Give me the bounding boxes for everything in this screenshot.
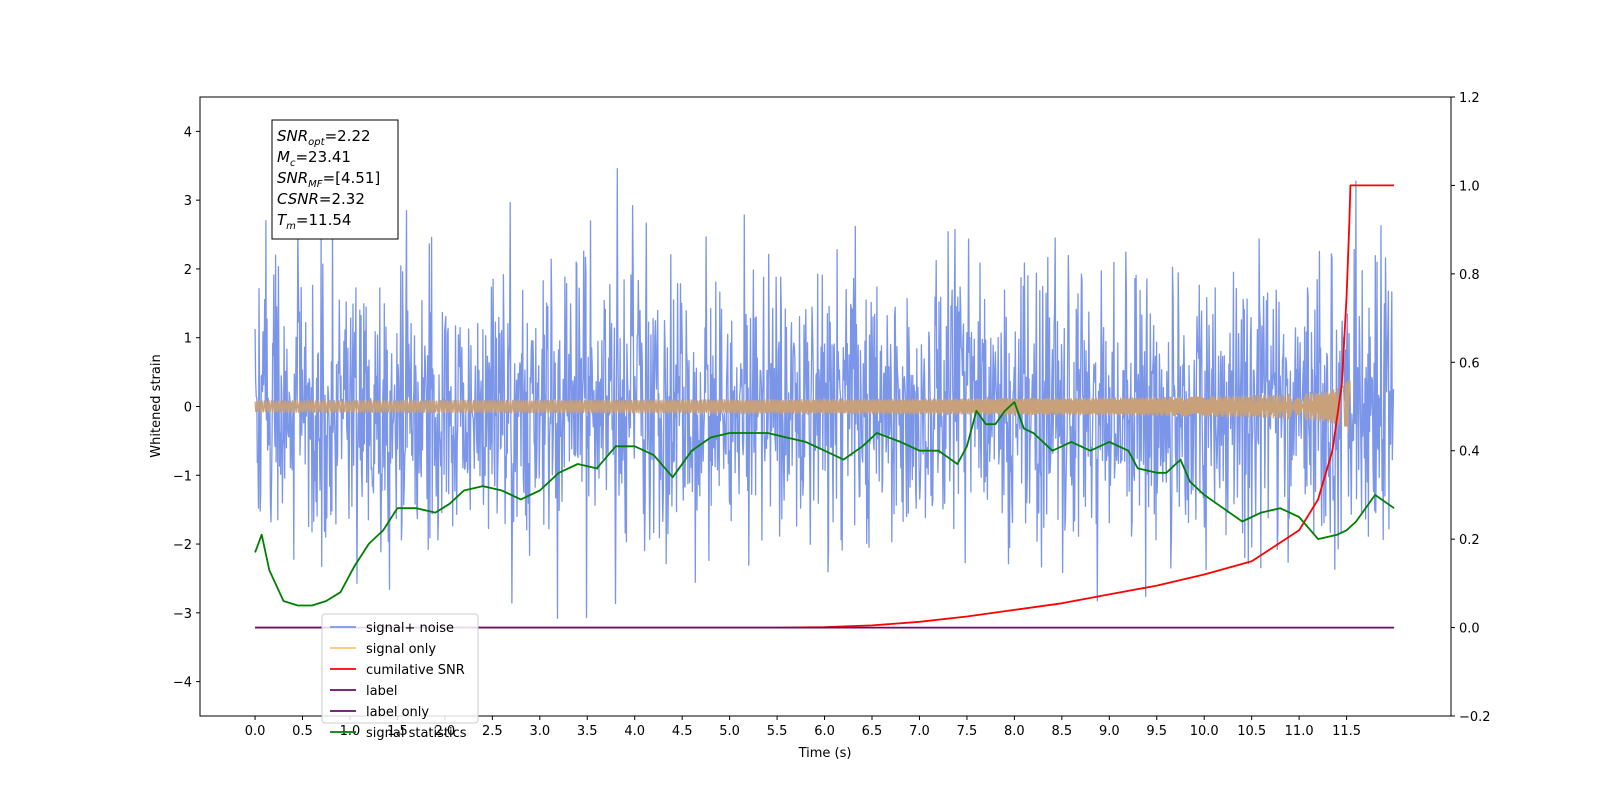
legend-label: signal only [366, 642, 436, 657]
series-signal-statistics [254, 401, 1395, 607]
x-tick-label: 0.0 [245, 724, 266, 739]
y2-tick-label: 0.4 [1459, 445, 1480, 460]
x-axis: 0.0 0.5 1.0 1.5 2.0 2.5 3.0 3.5 4.0 4.5 5.0 5.5 6.0 6… [245, 716, 1361, 739]
x-tick-label: 10.5 [1237, 724, 1266, 739]
y-axis-left: −4 −3 −2 −1 0 1 2 3 4 [173, 125, 200, 691]
legend-label: label [366, 684, 397, 699]
stats-annotation: SNRopt=2.22Mc=23.41SNRMF=[4.51]CSNR=2.32… [271, 119, 399, 240]
stats-annotation-line: SNRopt=2.22 [277, 127, 371, 148]
stats-annotation-box [271, 119, 399, 240]
x-tick-label: 2.5 [482, 724, 503, 739]
x-tick-label: 7.0 [909, 724, 930, 739]
series-signal-only [254, 379, 1351, 434]
y-tick-label: −2 [173, 538, 192, 553]
x-tick-label: 9.5 [1146, 724, 1167, 739]
x-tick-label: 8.5 [1051, 724, 1072, 739]
x-tick-label: 3.0 [529, 724, 550, 739]
x-tick-label: 6.0 [814, 724, 835, 739]
x-tick-label: 0.5 [292, 724, 313, 739]
legend-label: label only [366, 705, 429, 720]
x-tick-label: 4.0 [624, 724, 645, 739]
y2-tick-label: −0.2 [1459, 710, 1491, 725]
x-tick-label: 5.0 [719, 724, 740, 739]
y2-tick-label: 0.0 [1459, 622, 1480, 637]
y-tick-label: 2 [184, 263, 192, 278]
legend-box [321, 613, 479, 724]
x-tick-label: 1.5 [387, 724, 408, 739]
legend-label: signal+ noise [366, 621, 454, 636]
y-tick-label: 1 [184, 332, 192, 347]
y2-tick-label: 1.2 [1459, 91, 1480, 106]
y2-tick-label: 0.6 [1459, 356, 1480, 371]
y-axis-label: Whitened strain [149, 354, 164, 457]
y-tick-label: 0 [184, 401, 192, 416]
y-tick-label: 4 [184, 125, 192, 140]
x-tick-label: 8.0 [1004, 724, 1025, 739]
y-tick-label: −1 [173, 469, 192, 484]
y-tick-label: 3 [184, 194, 192, 209]
x-tick-label: 11.0 [1285, 724, 1314, 739]
legend: signal+ noise signal only cumilative SNR la… [321, 613, 479, 741]
x-tick-label: 7.5 [957, 724, 978, 739]
x-tick-label: 11.5 [1332, 724, 1361, 739]
stats-annotation-line: Tm=11.54 [277, 211, 351, 232]
stats-annotation-line: SNRMF=[4.51] [277, 169, 380, 190]
x-tick-label: 4.5 [672, 724, 693, 739]
y-tick-label: −4 [173, 676, 192, 691]
y2-tick-label: 0.8 [1459, 268, 1480, 283]
x-tick-label: 9.0 [1099, 724, 1120, 739]
stats-annotation-line: Mc=23.41 [277, 148, 351, 169]
series-signal-noise [254, 167, 1395, 619]
legend-label: cumilative SNR [366, 663, 465, 678]
x-tick-label: 6.5 [862, 724, 883, 739]
y2-tick-label: 0.2 [1459, 533, 1480, 548]
y2-tick-label: 1.0 [1459, 179, 1480, 194]
stats-annotation-line: CSNR=2.32 [277, 190, 365, 208]
x-tick-label: 2.0 [435, 724, 456, 739]
legend-label: signal statistics [366, 726, 467, 741]
series-layer [254, 167, 1395, 629]
y-tick-label: −3 [173, 607, 192, 622]
x-tick-label: 5.5 [767, 724, 788, 739]
series-cumilative-snr [255, 184, 1395, 629]
x-axis-label: Time (s) [798, 746, 852, 761]
x-tick-label: 10.0 [1190, 724, 1219, 739]
x-tick-label: 3.5 [577, 724, 598, 739]
y-axis-right: −0.2 0.0 0.2 0.4 0.6 0.8 1.0 1.2 [1451, 91, 1491, 725]
